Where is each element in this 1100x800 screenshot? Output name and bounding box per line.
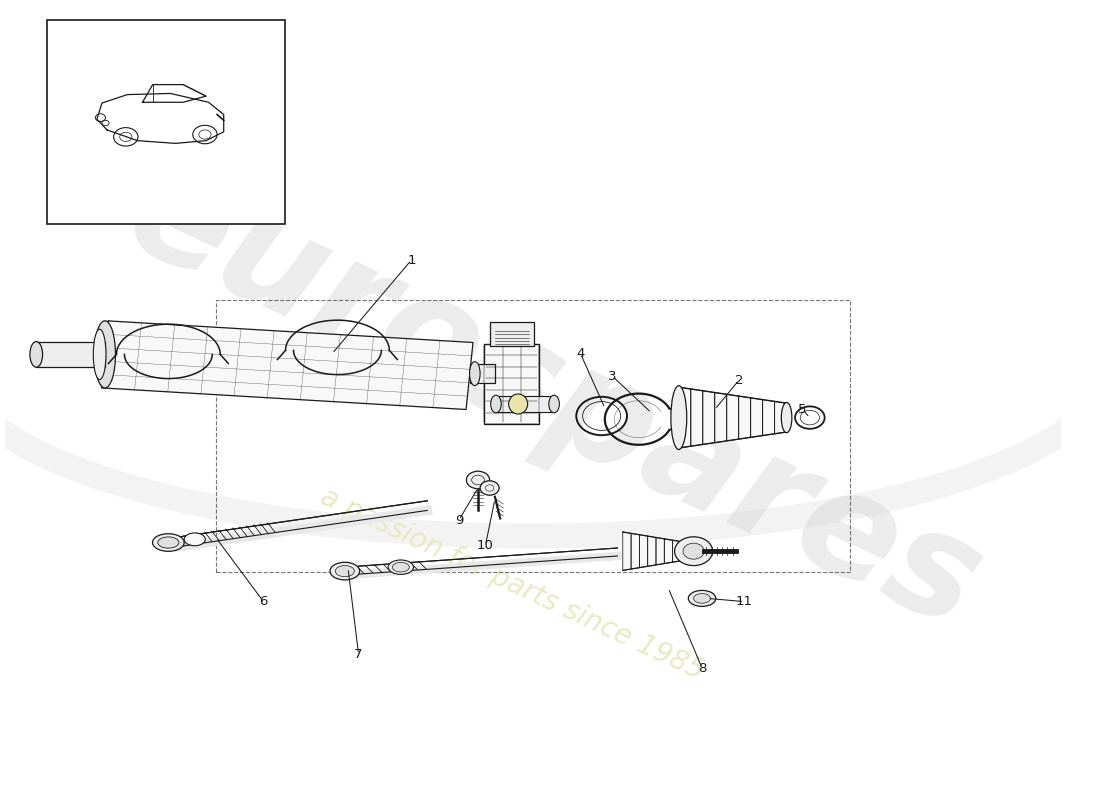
Ellipse shape	[388, 560, 414, 574]
Text: 3: 3	[608, 370, 616, 382]
Ellipse shape	[491, 395, 502, 413]
Ellipse shape	[336, 566, 354, 577]
Ellipse shape	[508, 394, 528, 414]
Text: 7: 7	[354, 648, 363, 661]
Circle shape	[480, 481, 499, 495]
Text: a passion for parts since 1985: a passion for parts since 1985	[316, 482, 708, 686]
Polygon shape	[623, 532, 631, 570]
Polygon shape	[101, 321, 473, 410]
Ellipse shape	[393, 562, 409, 572]
Polygon shape	[727, 394, 739, 441]
Polygon shape	[691, 389, 703, 446]
Text: 8: 8	[697, 662, 706, 674]
Ellipse shape	[470, 362, 480, 386]
Polygon shape	[679, 387, 691, 448]
Polygon shape	[672, 540, 681, 562]
Bar	[47, 20, 285, 224]
Ellipse shape	[549, 395, 560, 413]
Circle shape	[674, 537, 713, 566]
Polygon shape	[648, 536, 656, 566]
Bar	[496, 396, 554, 412]
Ellipse shape	[694, 594, 711, 603]
Bar	[470, 364, 495, 383]
Text: 10: 10	[477, 539, 494, 552]
Text: 11: 11	[736, 595, 752, 608]
Ellipse shape	[184, 533, 206, 546]
Ellipse shape	[95, 321, 116, 388]
Polygon shape	[36, 342, 104, 367]
Polygon shape	[639, 534, 648, 568]
Polygon shape	[703, 390, 715, 445]
Ellipse shape	[30, 342, 43, 367]
Circle shape	[466, 471, 490, 489]
Ellipse shape	[94, 330, 106, 379]
Ellipse shape	[781, 402, 792, 433]
Ellipse shape	[157, 537, 179, 548]
Circle shape	[485, 485, 494, 491]
Text: 1: 1	[407, 254, 416, 266]
Polygon shape	[762, 400, 774, 435]
Ellipse shape	[689, 590, 716, 606]
Bar	[216, 300, 850, 572]
Ellipse shape	[330, 562, 360, 580]
Text: eurospares: eurospares	[107, 141, 1002, 659]
Text: 9: 9	[454, 514, 463, 526]
Polygon shape	[664, 539, 672, 563]
Polygon shape	[774, 402, 786, 434]
Polygon shape	[631, 534, 639, 569]
Circle shape	[472, 475, 484, 485]
Text: 6: 6	[260, 595, 267, 608]
Circle shape	[683, 543, 704, 559]
Ellipse shape	[153, 534, 184, 551]
Text: 2: 2	[735, 374, 744, 386]
Polygon shape	[656, 538, 664, 565]
Bar	[490, 322, 534, 346]
Text: 5: 5	[799, 403, 806, 416]
Text: 4: 4	[576, 347, 585, 360]
Bar	[484, 344, 539, 424]
Ellipse shape	[671, 386, 686, 450]
Polygon shape	[750, 398, 762, 438]
Polygon shape	[715, 393, 727, 442]
Polygon shape	[739, 396, 750, 439]
